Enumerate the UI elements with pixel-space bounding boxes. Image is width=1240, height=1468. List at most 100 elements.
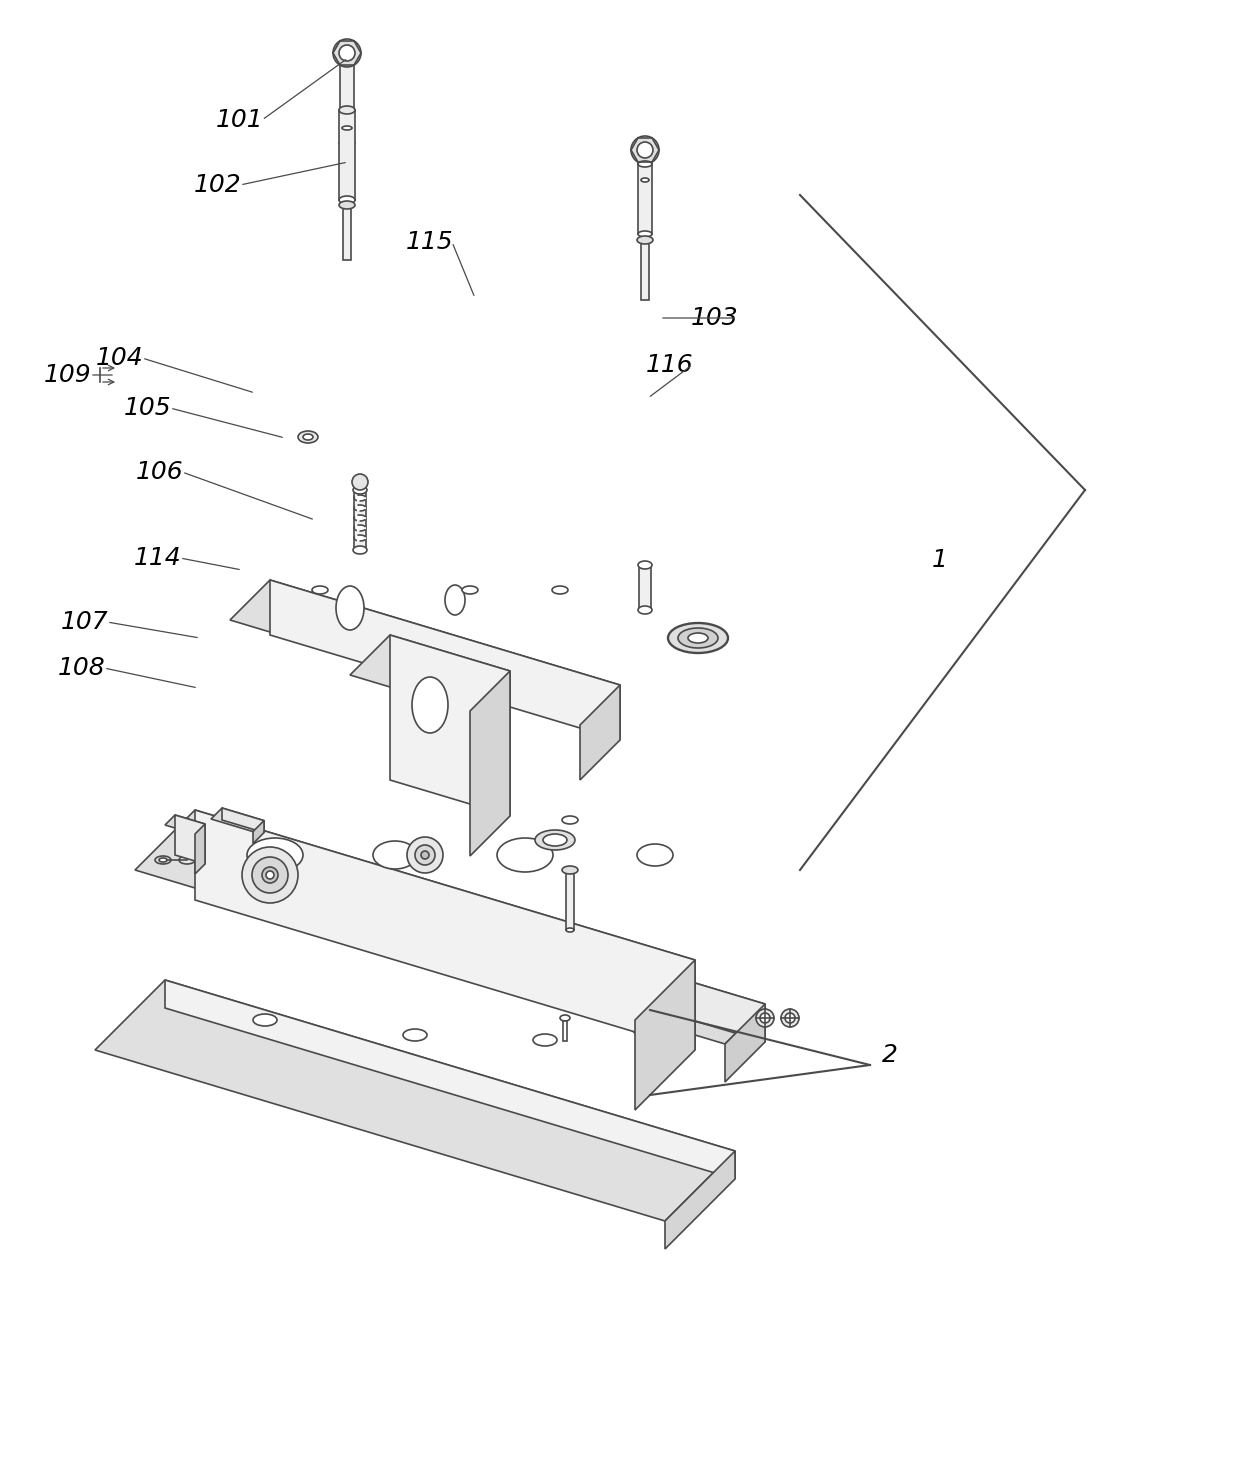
Ellipse shape (639, 230, 652, 236)
Ellipse shape (336, 586, 365, 630)
Ellipse shape (298, 432, 317, 443)
Ellipse shape (353, 546, 367, 553)
Polygon shape (665, 1151, 735, 1249)
Ellipse shape (543, 834, 567, 846)
Ellipse shape (353, 515, 366, 521)
Ellipse shape (353, 486, 367, 495)
Ellipse shape (641, 178, 649, 182)
Text: 102: 102 (195, 173, 242, 197)
Ellipse shape (339, 139, 355, 147)
Text: 106: 106 (136, 459, 184, 484)
Ellipse shape (242, 847, 298, 903)
Bar (565, 871, 574, 931)
Polygon shape (229, 580, 620, 725)
Ellipse shape (756, 1009, 774, 1028)
Text: 103: 103 (691, 305, 739, 330)
Text: 107: 107 (61, 611, 109, 634)
Ellipse shape (497, 838, 553, 872)
Text: 115: 115 (407, 230, 454, 254)
Ellipse shape (334, 40, 361, 68)
Bar (639, 565, 651, 611)
Text: 1: 1 (932, 548, 947, 573)
Ellipse shape (668, 622, 728, 653)
Ellipse shape (639, 606, 652, 614)
Ellipse shape (637, 844, 673, 866)
Ellipse shape (552, 586, 568, 595)
Text: 104: 104 (97, 346, 144, 370)
Ellipse shape (339, 201, 355, 208)
Text: 114: 114 (134, 546, 182, 570)
Polygon shape (175, 815, 205, 865)
Bar (641, 239, 649, 299)
Polygon shape (645, 981, 765, 1044)
Ellipse shape (303, 435, 312, 440)
Ellipse shape (639, 161, 652, 167)
Text: 108: 108 (58, 656, 105, 680)
Polygon shape (195, 810, 694, 1050)
Ellipse shape (562, 866, 578, 873)
Text: 105: 105 (124, 396, 172, 420)
Ellipse shape (785, 1013, 795, 1023)
Ellipse shape (565, 928, 574, 932)
Ellipse shape (562, 816, 578, 824)
Ellipse shape (631, 137, 658, 164)
Polygon shape (222, 807, 264, 832)
Bar (340, 63, 353, 142)
Ellipse shape (412, 677, 448, 733)
Text: 109: 109 (45, 363, 92, 388)
Polygon shape (470, 671, 510, 856)
Polygon shape (270, 580, 620, 740)
Polygon shape (635, 960, 694, 1110)
Polygon shape (195, 824, 205, 873)
Polygon shape (211, 807, 264, 831)
Bar (639, 164, 652, 233)
Polygon shape (165, 815, 205, 834)
Polygon shape (253, 821, 264, 844)
Ellipse shape (632, 1025, 657, 1036)
Ellipse shape (267, 871, 274, 879)
Ellipse shape (353, 526, 366, 531)
Text: 2: 2 (882, 1042, 898, 1067)
Ellipse shape (159, 857, 167, 862)
Polygon shape (391, 636, 510, 816)
Ellipse shape (253, 1014, 277, 1026)
Polygon shape (165, 981, 735, 1179)
Ellipse shape (534, 829, 575, 850)
Ellipse shape (373, 841, 417, 869)
Ellipse shape (353, 534, 366, 542)
Ellipse shape (560, 1014, 570, 1022)
Ellipse shape (407, 837, 443, 873)
Ellipse shape (252, 857, 288, 893)
Ellipse shape (262, 868, 278, 882)
Ellipse shape (353, 505, 366, 511)
Ellipse shape (179, 856, 195, 865)
Bar (353, 490, 366, 550)
Ellipse shape (639, 561, 652, 570)
Ellipse shape (760, 1013, 770, 1023)
Ellipse shape (352, 474, 368, 490)
Ellipse shape (403, 1029, 427, 1041)
Text: 116: 116 (646, 352, 694, 377)
Ellipse shape (247, 838, 303, 872)
Bar (339, 110, 355, 200)
Bar (563, 1022, 567, 1041)
Ellipse shape (155, 856, 171, 865)
Ellipse shape (445, 586, 465, 615)
Bar (343, 206, 351, 260)
Ellipse shape (463, 586, 477, 595)
Ellipse shape (678, 628, 718, 647)
Polygon shape (684, 981, 765, 1042)
Polygon shape (580, 686, 620, 780)
Ellipse shape (688, 633, 708, 643)
Ellipse shape (339, 197, 355, 204)
Text: 101: 101 (216, 109, 264, 132)
Polygon shape (350, 636, 510, 711)
Polygon shape (95, 981, 735, 1221)
Ellipse shape (533, 1033, 557, 1047)
Ellipse shape (415, 846, 435, 865)
Ellipse shape (353, 495, 366, 501)
Polygon shape (725, 1004, 765, 1082)
Ellipse shape (781, 1009, 799, 1028)
Ellipse shape (342, 126, 352, 131)
Ellipse shape (312, 586, 329, 595)
